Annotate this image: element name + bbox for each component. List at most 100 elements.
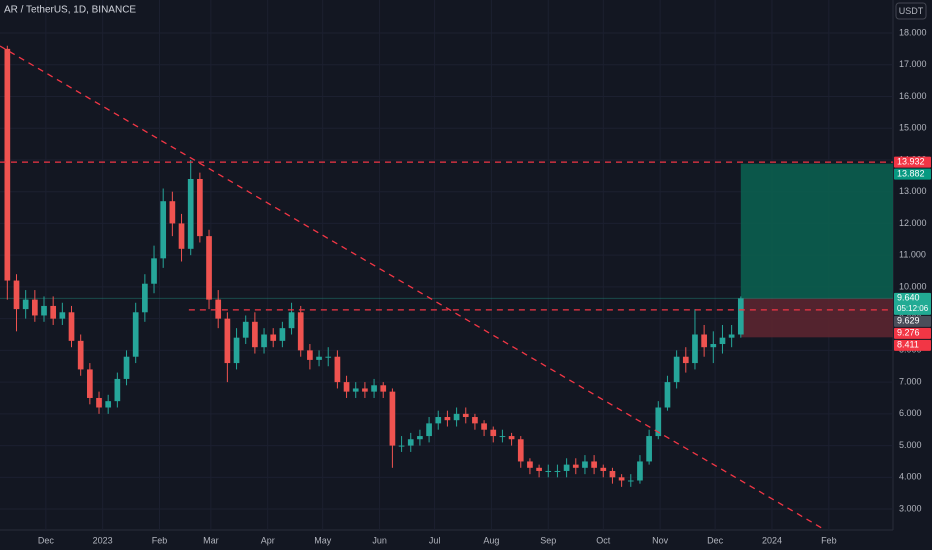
candle-body [664,382,671,408]
candle-body [453,413,460,421]
price-label: 13.882 [897,168,925,178]
candle-body [692,334,698,364]
candle-body [352,388,359,392]
candle-body [673,356,680,383]
candle-body [618,477,625,481]
candle-body [517,439,524,462]
candle-body [59,312,66,319]
price-label-bg [894,339,931,351]
price-label: 9.276 [897,328,920,338]
x-tick-label: Feb [821,535,837,545]
countdown-label: 05:12:06 [897,304,929,313]
candle-body [13,280,20,310]
profit-zone [740,163,893,299]
candle-body [151,258,157,284]
x-tick-label: Dec [707,535,724,545]
price-label: 13.932 [897,156,925,166]
candle-body [178,223,185,249]
price-label: 9.629 [897,316,920,326]
y-tick-label: 10.000 [899,281,927,291]
candle-body [499,436,506,438]
candle-body [87,369,93,398]
candle-body [737,298,744,335]
candle-body [96,397,102,408]
y-tick-label: 16.000 [899,91,927,101]
candle-body [417,436,423,440]
candle-body [490,429,497,437]
candle-body [261,334,267,348]
candle-body [600,467,607,471]
candle-body [279,328,286,341]
candle-body [572,464,579,468]
axes: 3.0004.0005.0006.0007.0008.0009.00010.00… [38,27,931,545]
price-label: 8.411 [897,340,919,350]
candle-body [288,312,295,329]
y-tick-label: 13.000 [899,186,927,196]
candle-body [325,356,332,358]
candle-body [307,350,313,360]
loss-zone [740,298,893,338]
candle-body [31,299,38,316]
chart-title: AR / TetherUS, 1D, BINANCE [4,5,136,16]
y-tick-label: 17.000 [899,59,927,69]
candle-body [527,461,533,468]
candle-body [362,388,368,392]
candle-body [270,334,277,341]
x-tick-label: Nov [652,535,669,545]
candle-body [554,470,561,472]
candle-body [187,178,194,249]
candle-body [627,480,634,482]
candle-body [22,299,29,310]
candle-body [4,48,11,281]
candle-body [77,340,84,370]
candle-body [545,470,552,472]
x-tick-label: May [314,535,332,545]
candle-body [563,464,570,471]
x-tick-label: 2024 [762,535,782,545]
candle-body [242,321,249,338]
candle-body [334,356,341,383]
candle-body [481,423,487,430]
candle-body [719,337,726,345]
price-label-bg [894,315,931,327]
candle-body [582,461,588,468]
y-tick-label: 6.000 [899,408,922,418]
currency-badge[interactable] [895,2,927,20]
candle-body [508,436,515,440]
candle-body [160,201,167,259]
candle-body [682,356,689,364]
candle-body [41,305,47,316]
candle-body [252,321,258,348]
price-label-bg [894,168,931,180]
candle-body [655,407,662,437]
candle-body [215,299,222,319]
candle-body [536,467,542,471]
x-tick-label: Aug [483,535,499,545]
price-label-bg [894,156,931,168]
x-tick-label: Mar [203,535,219,545]
candle-body [371,385,377,392]
candle-body [206,236,212,300]
plot [0,45,893,531]
y-tick-label: 12.000 [899,218,927,228]
candle-body [435,417,442,424]
candle-body [68,312,75,341]
candle-body [380,385,387,392]
candle-body [132,312,139,357]
price-label-bg [894,327,931,339]
candle-body [297,312,304,351]
x-tick-label: 2023 [93,535,113,545]
y-tick-label: 3.000 [899,503,922,513]
candle-body [637,461,643,481]
candle-body [316,356,322,360]
candle-body [169,201,176,224]
x-tick-label: Dec [38,535,55,545]
price-label: 9.640 [897,293,920,303]
candle-body [398,445,405,447]
candle-body [197,178,203,237]
candle-body [50,305,57,319]
candle-body [343,382,350,392]
x-tick-label: Sep [540,535,556,545]
currency-label: USDT [899,6,924,16]
